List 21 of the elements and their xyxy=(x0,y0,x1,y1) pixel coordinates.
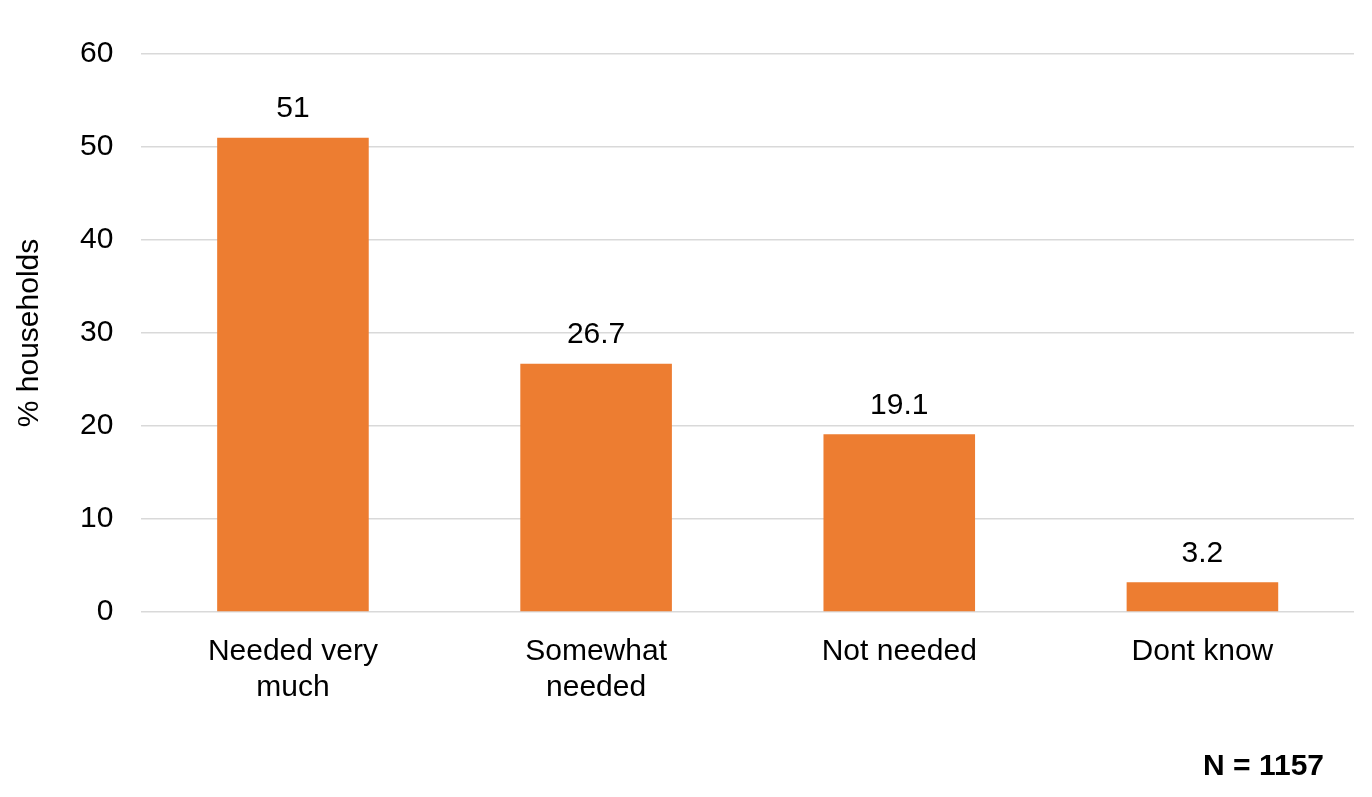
data-label: 3.2 xyxy=(1181,534,1224,568)
y-tick-label: 40 xyxy=(79,221,114,255)
bar xyxy=(823,434,976,612)
x-tick-label: Dont know xyxy=(1131,633,1274,667)
y-tick-label: 60 xyxy=(79,35,114,69)
y-tick-label: 0 xyxy=(96,593,114,627)
y-axis-title: % households xyxy=(11,238,45,428)
data-label: 26.7 xyxy=(566,315,626,349)
text: N = 1157 xyxy=(1202,748,1325,782)
y-tick-label: 10 xyxy=(79,500,114,534)
y-tick-label: 20 xyxy=(79,407,114,441)
data-label: 51 xyxy=(276,89,310,123)
data-label: 19.1 xyxy=(870,386,929,420)
x-tick-label: Not needed xyxy=(821,633,977,667)
bar xyxy=(217,137,369,612)
bar xyxy=(520,363,672,612)
x-tick-label: Needed very much xyxy=(207,633,378,703)
bar xyxy=(1126,582,1279,612)
x-tick-label: Somewhat needed xyxy=(525,633,668,703)
y-tick-label: 30 xyxy=(79,314,114,348)
y-tick-label: 50 xyxy=(79,128,114,162)
